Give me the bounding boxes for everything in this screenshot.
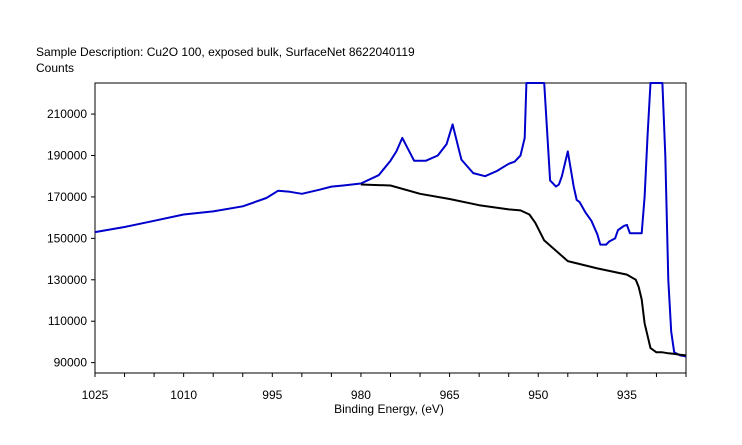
x-axis-label: Binding Energy, (eV) — [334, 402, 444, 416]
y-axis-unit-label: Counts — [36, 61, 75, 75]
y-tick-label: 110000 — [48, 314, 87, 328]
y-tick-label: 170000 — [47, 190, 87, 204]
x-tick-label: 1025 — [82, 388, 109, 402]
x-tick-label: 950 — [528, 388, 548, 402]
y-tick-label: 210000 — [47, 107, 87, 121]
series-line-spectrum — [94, 82, 687, 358]
x-tick-label: 980 — [351, 388, 371, 402]
x-tick-label: 935 — [617, 388, 637, 402]
x-tick-label: 995 — [262, 388, 282, 402]
y-tick-label: 190000 — [47, 149, 87, 163]
x-tick-label: 965 — [440, 388, 460, 402]
y-tick-label: 150000 — [47, 231, 87, 245]
y-tick-label: 90000 — [54, 356, 88, 370]
series-line-background — [360, 183, 687, 357]
sample-description: Sample Description: Cu2O 100, exposed bu… — [36, 45, 415, 59]
x-tick-label: 1010 — [170, 388, 197, 402]
y-tick-label: 130000 — [47, 273, 87, 287]
plot-frame — [94, 82, 687, 374]
